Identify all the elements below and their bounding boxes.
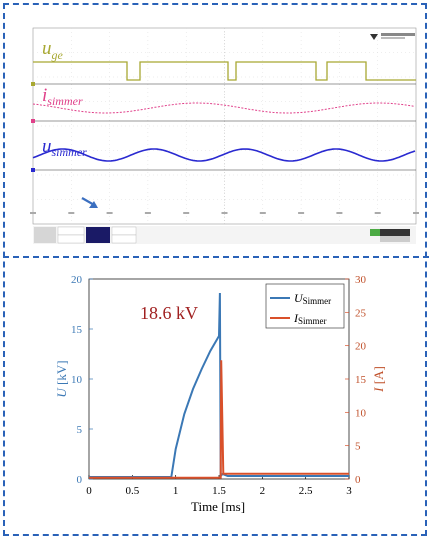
scope-timebase-strip (30, 212, 419, 214)
scope-grid (33, 28, 416, 224)
scope-brand-logo (370, 33, 415, 40)
trace-u-simmer (32, 148, 416, 162)
ch3-marker (31, 168, 35, 172)
figure-divider (3, 256, 429, 258)
label-i-simmer: isimmer (42, 85, 83, 108)
figure-frame (3, 3, 427, 536)
label-u-simmer: usimmer (42, 136, 87, 159)
scope-screen (32, 27, 417, 225)
label-u-ge: uge (42, 38, 64, 62)
trace-i-simmer (32, 102, 416, 114)
ch2-marker (31, 119, 35, 123)
scope-status-bar (33, 226, 416, 244)
ch1-marker (31, 82, 35, 86)
trace-u-ge (33, 61, 416, 81)
trigger-arrow-icon (81, 197, 98, 208)
oscilloscope-panel: uge isimmer usimmer (30, 27, 419, 244)
